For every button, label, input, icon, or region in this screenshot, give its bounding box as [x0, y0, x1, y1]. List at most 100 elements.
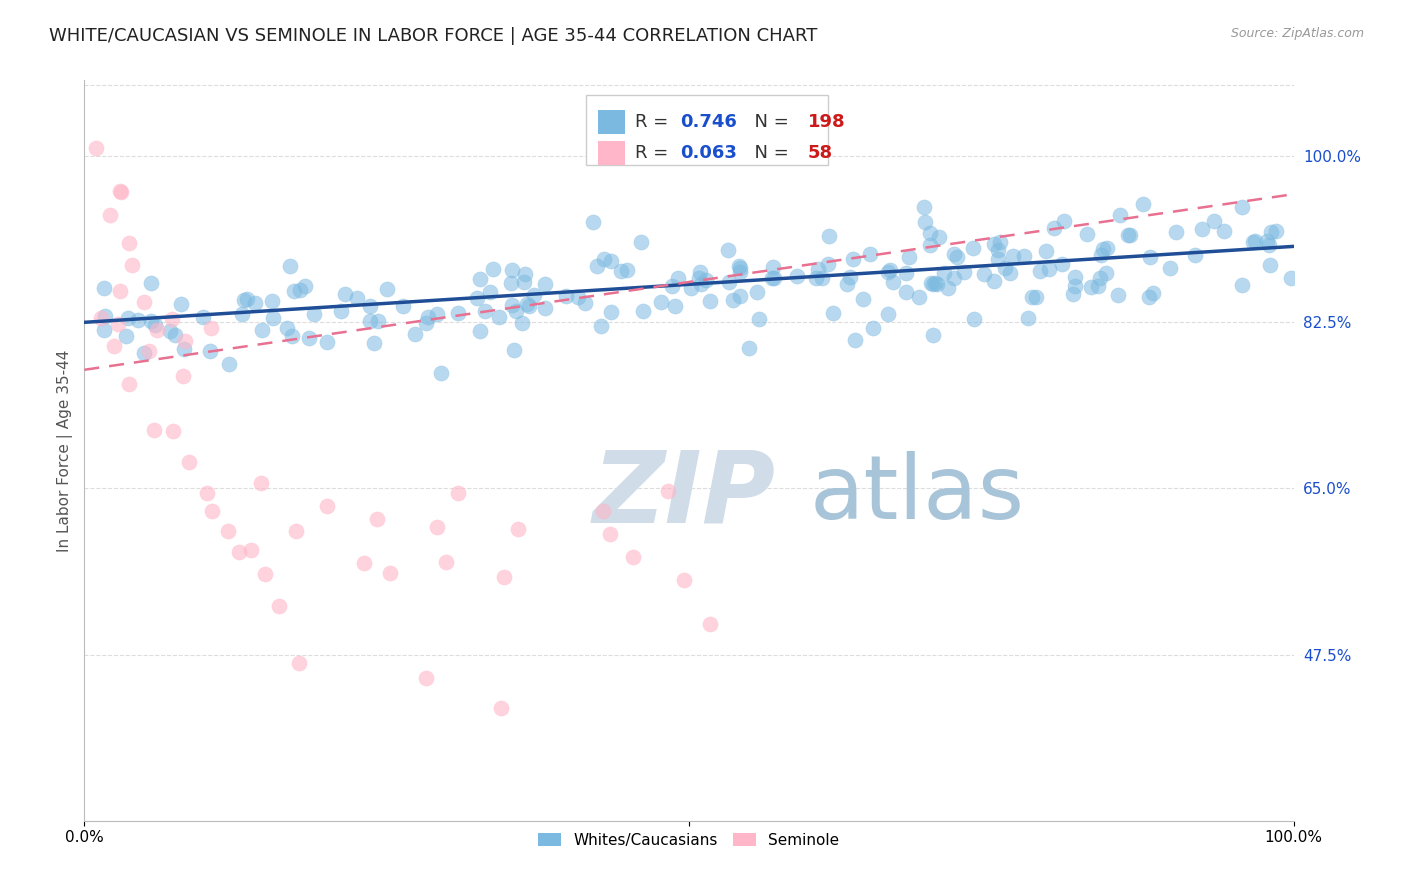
Point [426, 307, 449, 321]
Point [1119, 227, 1142, 242]
Point [898, 250, 921, 264]
Text: atlas: atlas [810, 451, 1025, 539]
Point [217, 524, 239, 538]
Point [661, 278, 683, 293]
Point [172, 368, 194, 383]
Point [290, 284, 312, 298]
Point [262, 310, 284, 325]
Point [728, 260, 751, 275]
Point [503, 343, 526, 357]
Point [1191, 221, 1213, 235]
Point [501, 276, 523, 290]
Point [121, 258, 143, 272]
Point [93, 323, 115, 337]
Point [1107, 288, 1129, 302]
Point [1064, 270, 1087, 285]
Point [260, 293, 283, 308]
Point [103, 339, 125, 353]
Point [515, 267, 537, 281]
Point [108, 184, 131, 198]
Point [294, 279, 316, 293]
Point [681, 281, 703, 295]
Point [745, 285, 768, 299]
Point [346, 291, 368, 305]
Point [586, 260, 609, 274]
Point [1080, 280, 1102, 294]
Point [973, 267, 995, 281]
Point [599, 304, 621, 318]
Point [688, 270, 710, 285]
Point [621, 550, 644, 565]
Point [657, 484, 679, 499]
Point [218, 357, 240, 371]
Point [1000, 266, 1022, 280]
Point [298, 331, 321, 345]
Point [592, 504, 614, 518]
Point [920, 276, 942, 290]
Point [430, 366, 453, 380]
Text: R =: R = [634, 112, 673, 131]
Point [114, 329, 136, 343]
Point [664, 299, 686, 313]
Point [567, 290, 589, 304]
Point [287, 656, 309, 670]
Point [231, 307, 253, 321]
Point [1053, 214, 1076, 228]
Text: R =: R = [634, 144, 673, 161]
Point [862, 320, 884, 334]
Point [118, 235, 141, 250]
Point [512, 276, 534, 290]
Point [1062, 287, 1084, 301]
Point [415, 671, 437, 685]
Point [359, 299, 381, 313]
Point [1076, 227, 1098, 241]
Point [918, 238, 941, 252]
Point [894, 266, 917, 280]
Point [534, 277, 557, 292]
Point [254, 566, 277, 581]
Point [143, 318, 166, 333]
Point [912, 200, 935, 214]
Point [353, 557, 375, 571]
Point [877, 265, 900, 279]
Point [804, 270, 827, 285]
Point [616, 262, 638, 277]
Point [1091, 243, 1114, 257]
Point [138, 344, 160, 359]
Point [252, 323, 274, 337]
Point [811, 270, 834, 285]
Point [922, 327, 945, 342]
Point [1087, 279, 1109, 293]
Point [501, 263, 523, 277]
Point [1232, 278, 1254, 293]
Point [818, 228, 841, 243]
Point [1258, 238, 1281, 252]
Point [302, 307, 325, 321]
Point [1001, 249, 1024, 263]
Point [516, 297, 538, 311]
Point [177, 455, 200, 469]
Point [882, 275, 904, 289]
Point [283, 284, 305, 298]
Point [942, 246, 965, 260]
Point [236, 293, 259, 307]
Point [468, 324, 491, 338]
Bar [599, 141, 624, 165]
Point [447, 306, 470, 320]
Point [160, 312, 183, 326]
Point [1132, 197, 1154, 211]
Point [994, 260, 1017, 275]
Point [415, 317, 437, 331]
Point [852, 292, 875, 306]
Point [942, 271, 965, 285]
Point [367, 314, 389, 328]
Point [983, 274, 1005, 288]
Point [859, 247, 882, 261]
Point [1035, 244, 1057, 258]
Point [1230, 200, 1253, 214]
Point [1258, 258, 1281, 272]
Point [249, 475, 271, 490]
Point [554, 288, 576, 302]
Point [1017, 310, 1039, 325]
Point [1164, 225, 1187, 239]
